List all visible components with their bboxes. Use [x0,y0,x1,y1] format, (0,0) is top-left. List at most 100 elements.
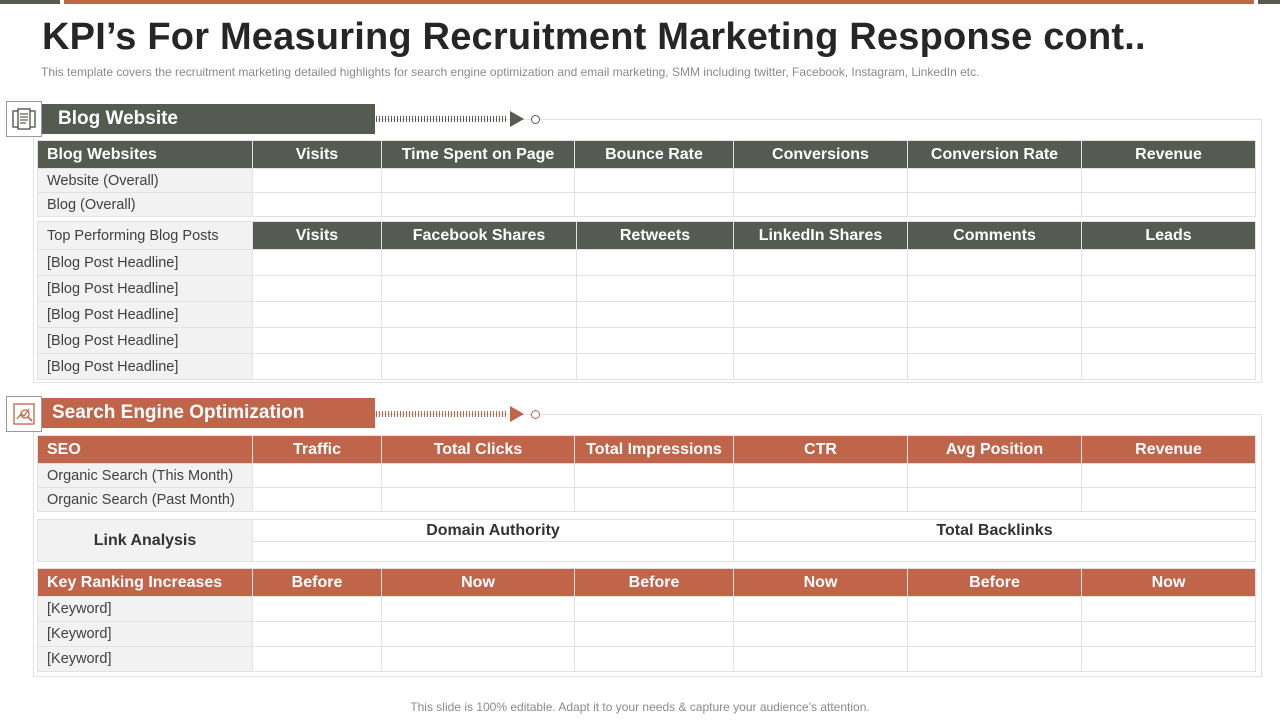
row-label: [Blog Post Headline] [37,327,253,354]
table-cell[interactable] [381,596,575,622]
table-cell[interactable] [381,275,577,302]
table-cell[interactable] [1081,463,1256,488]
table-cell[interactable] [252,192,382,217]
table-cell[interactable] [252,541,734,562]
table-cell[interactable] [733,621,908,647]
table-cell[interactable] [252,327,382,354]
table-cell[interactable] [252,249,382,276]
table-cell[interactable] [381,353,577,380]
table-cell[interactable] [574,192,734,217]
table-cell[interactable] [381,301,577,328]
table-cell[interactable] [574,646,734,672]
table-cell[interactable] [1081,646,1256,672]
blog-connector-line [541,119,1262,120]
table-cell[interactable] [733,353,908,380]
seo-connector-line [541,414,1262,415]
table-cell[interactable] [907,327,1082,354]
seo-connector-dots [376,411,506,417]
table-cell[interactable] [733,541,1256,562]
table-cell[interactable] [252,275,382,302]
table-cell[interactable] [576,249,734,276]
table-cell[interactable] [381,646,575,672]
link-analysis-table: Link Analysis Domain Authority Total Bac… [37,519,1256,562]
table-cell[interactable] [252,463,382,488]
table-cell[interactable] [381,487,575,512]
footer-note: This slide is 100% editable. Adapt it to… [410,700,870,714]
table-cell[interactable] [1081,168,1256,193]
table-cell[interactable] [733,487,908,512]
table-cell[interactable] [907,487,1082,512]
column-header: Leads [1081,221,1256,250]
table-cell[interactable] [252,621,382,647]
table-cell[interactable] [252,353,382,380]
table-cell[interactable] [1081,249,1256,276]
table-header-row: Blog Websites Visits Time Spent on Page … [37,140,1256,169]
table-cell[interactable] [733,596,908,622]
table-cell[interactable] [907,192,1082,217]
table-cell[interactable] [907,168,1082,193]
table-cell[interactable] [907,275,1082,302]
table-cell[interactable] [576,353,734,380]
table-cell[interactable] [252,646,382,672]
table-cell[interactable] [252,301,382,328]
table-cell[interactable] [1081,621,1256,647]
table-row: [Keyword] [37,596,1256,622]
column-header: Before [252,568,382,597]
table-row: Blog (Overall) [37,192,1256,217]
table-cell[interactable] [907,621,1082,647]
table-cell[interactable] [574,487,734,512]
table-cell[interactable] [733,646,908,672]
row-label: Blog (Overall) [37,192,253,217]
table-cell[interactable] [907,596,1082,622]
blog-connector-dots [376,116,506,122]
column-header: Traffic [252,435,382,464]
table-cell[interactable] [381,327,577,354]
table-cell[interactable] [381,463,575,488]
table-cell[interactable] [1081,596,1256,622]
table-cell[interactable] [733,249,908,276]
table-cell[interactable] [1081,301,1256,328]
table-cell[interactable] [576,327,734,354]
table-cell[interactable] [1081,192,1256,217]
table-cell[interactable] [252,596,382,622]
seo-connector-circle-icon [531,410,540,419]
table-cell[interactable] [1081,487,1256,512]
table-cell[interactable] [574,463,734,488]
table-row: [Blog Post Headline] [37,327,1256,354]
table-cell[interactable] [574,596,734,622]
table-cell[interactable] [1081,275,1256,302]
table-cell[interactable] [252,487,382,512]
blog-connector-arrow-icon [510,111,524,127]
column-header: Revenue [1081,140,1256,169]
table-cell[interactable] [576,275,734,302]
column-header: Now [1081,568,1256,597]
table-cell[interactable] [252,168,382,193]
table-cell[interactable] [907,249,1082,276]
top-accent-bar-right [1258,0,1280,4]
table-cell[interactable] [574,621,734,647]
table-cell[interactable] [381,249,577,276]
table-cell[interactable] [1081,327,1256,354]
table-cell[interactable] [381,168,575,193]
table-cell[interactable] [574,168,734,193]
table-cell[interactable] [907,353,1082,380]
table-cell[interactable] [907,463,1082,488]
column-header: Now [381,568,575,597]
key-ranking-table: Key Ranking Increases Before Now Before … [37,568,1256,672]
column-header: SEO [37,435,253,464]
table-cell[interactable] [381,621,575,647]
table-cell[interactable] [381,192,575,217]
column-header: Conversion Rate [907,140,1082,169]
table-cell[interactable] [733,168,908,193]
table-cell[interactable] [733,327,908,354]
table-row: Website (Overall) [37,168,1256,193]
table-cell[interactable] [907,646,1082,672]
table-cell[interactable] [733,463,908,488]
table-cell[interactable] [733,301,908,328]
table-cell[interactable] [907,301,1082,328]
table-cell[interactable] [576,301,734,328]
table-cell[interactable] [733,192,908,217]
table-cell[interactable] [1081,353,1256,380]
seo-table: SEO Traffic Total Clicks Total Impressio… [37,435,1256,512]
table-cell[interactable] [733,275,908,302]
